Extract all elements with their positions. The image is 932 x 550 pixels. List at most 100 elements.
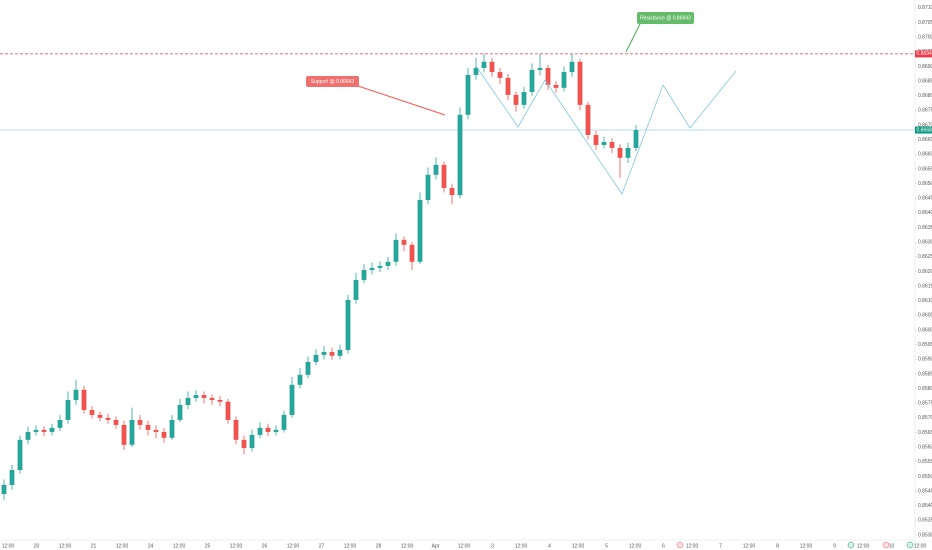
candle-body xyxy=(545,67,551,85)
resistance-price-tag xyxy=(915,50,932,58)
candle-body xyxy=(217,400,223,402)
x-tick-label: 12:00 xyxy=(914,543,927,549)
lines-layer xyxy=(0,53,915,131)
y-tick-label: 0.85450 xyxy=(918,488,932,494)
axis-layer: 0.85300 0.85350 0.85400 0.85450 0.85500 0.855… xyxy=(2,5,932,549)
y-tick-label: 0.86050 xyxy=(918,313,932,319)
candle-body xyxy=(401,239,407,245)
y-tick-label: 0.85950 xyxy=(918,342,932,348)
candle-body xyxy=(329,351,335,356)
candle-body xyxy=(345,299,351,350)
candle-body xyxy=(153,429,159,432)
x-tick-label: 8 xyxy=(776,543,779,549)
y-tick-label: 0.86200 xyxy=(918,269,932,275)
x-tick-label: 12:00 xyxy=(515,543,528,549)
candle-body xyxy=(593,135,599,145)
candle-body xyxy=(305,361,311,375)
resistance-pointer xyxy=(625,23,641,53)
x-tick-label: 10 xyxy=(889,543,895,549)
candle-body xyxy=(57,419,63,428)
candle-body xyxy=(233,419,239,440)
candle-body xyxy=(161,431,167,438)
candle-body xyxy=(561,72,567,88)
y-tick-label: 0.86700 xyxy=(918,122,932,128)
x-tick-label: 12:00 xyxy=(173,543,186,549)
y-tick-label: 0.85650 xyxy=(918,430,932,436)
candle-body xyxy=(433,164,439,175)
y-tick-label: 0.85750 xyxy=(918,401,932,407)
x-tick-label: 12:00 xyxy=(686,543,699,549)
event-icon[interactable] xyxy=(847,541,855,549)
candle-body xyxy=(425,174,431,201)
candle-body xyxy=(409,244,415,262)
candle-body xyxy=(257,427,263,435)
candle-body xyxy=(417,200,423,262)
y-tick-label: 0.86600 xyxy=(918,152,932,158)
candle-body xyxy=(585,104,591,135)
y-tick-label: 0.86400 xyxy=(918,210,932,216)
y-tick-label: 0.86450 xyxy=(918,196,932,202)
y-tick-label: 0.86000 xyxy=(918,327,932,333)
support-callout-text: Support @ 0.86643 xyxy=(311,79,355,85)
x-tick-label: 20 xyxy=(34,543,40,549)
y-tick-label: 0.86300 xyxy=(918,240,932,246)
candle-body xyxy=(97,414,103,418)
candle-body xyxy=(265,427,271,432)
candle-body xyxy=(105,417,111,420)
x-tick-label: 12:00 xyxy=(230,543,243,549)
candle-body xyxy=(9,470,15,485)
x-tick-label: 27 xyxy=(319,543,325,549)
x-tick-label: 12:00 xyxy=(287,543,300,549)
last-price-label: 0.86683 xyxy=(917,127,932,133)
x-tick-label: 12:00 xyxy=(59,543,72,549)
x-tick-label: 12:00 xyxy=(857,543,870,549)
y-tick-label: 0.86500 xyxy=(918,181,932,187)
candle-body xyxy=(321,351,327,355)
candle-body xyxy=(121,424,127,445)
candle-body xyxy=(281,414,287,430)
candle-body xyxy=(249,434,255,449)
candle-body xyxy=(553,84,559,88)
y-tick-label: 0.86900 xyxy=(918,64,932,70)
y-tick-label: 0.85300 xyxy=(918,532,932,538)
candle-body xyxy=(201,395,207,398)
candle-body xyxy=(505,77,511,95)
y-tick-label: 0.85700 xyxy=(918,415,932,421)
y-tick-label: 0.85550 xyxy=(918,459,932,465)
candle-body xyxy=(137,419,143,425)
x-tick-label: 6 xyxy=(662,543,665,549)
x-tick-label: 12:00 xyxy=(800,543,813,549)
y-tick-label: 0.87050 xyxy=(918,20,932,26)
x-tick-label: Apr xyxy=(432,543,440,549)
support-pointer xyxy=(351,83,446,116)
event-icon[interactable] xyxy=(906,541,914,549)
candle-body xyxy=(209,397,215,401)
candle-body xyxy=(489,61,495,73)
event-icon[interactable] xyxy=(676,541,684,549)
candle-body xyxy=(129,419,135,445)
candle-body xyxy=(513,94,519,105)
y-tick-label: 0.86800 xyxy=(918,93,932,99)
y-tick-label: 0.86750 xyxy=(918,108,932,114)
y-tick-label: 0.86100 xyxy=(918,298,932,304)
candle-body xyxy=(65,400,71,420)
y-tick-label: 0.86350 xyxy=(918,225,932,231)
candle-body xyxy=(169,419,175,438)
candle-body xyxy=(353,279,359,300)
candle-body xyxy=(521,91,527,105)
x-tick-label: 4 xyxy=(548,543,551,549)
y-tick-label: 0.85850 xyxy=(918,371,932,377)
candle-body xyxy=(625,147,631,158)
event-icon[interactable] xyxy=(882,541,890,549)
candle-body xyxy=(577,61,583,105)
candle-body xyxy=(225,401,231,420)
x-tick-label: 7 xyxy=(719,543,722,549)
y-tick-label: 0.85600 xyxy=(918,444,932,450)
candle-body xyxy=(481,61,487,68)
x-tick-label: 25 xyxy=(205,543,211,549)
candles-layer xyxy=(1,53,639,500)
candle-body xyxy=(537,67,543,70)
candle-body xyxy=(441,164,447,189)
x-tick-label: 12:00 xyxy=(344,543,357,549)
